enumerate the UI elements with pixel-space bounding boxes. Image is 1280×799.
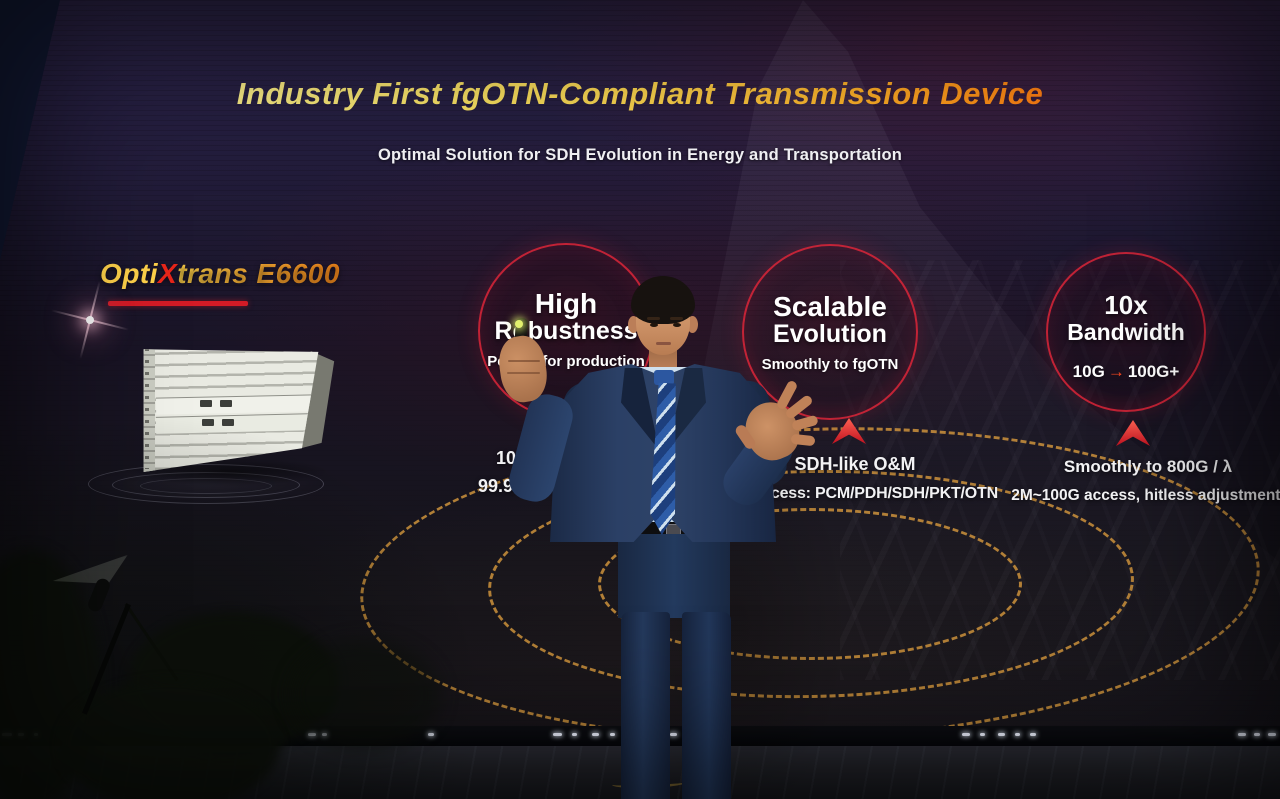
product-name-part2: X [158,258,178,289]
stage-light [592,733,599,736]
stage-light [572,733,577,736]
presenter-eyebrow [670,317,683,320]
hand-crease [508,360,540,362]
presenter-leg [621,612,670,799]
chassis-flange [143,349,155,473]
presenter-leg [682,612,731,799]
pillar-circle-bandwidth: 10x Bandwidth 10G → 100G+ [1046,252,1206,412]
pillar2-title-line1: Scalable [773,291,887,322]
pillar3-title-line1: 10x [1104,290,1148,320]
right-arrow-icon: → [1107,361,1125,381]
pillar2-point: SDH-like O&M [794,454,916,474]
pillar2-tagline: Smoothly to fgOTN [761,355,899,373]
pillar3-tagline-prefix: 10G [1072,361,1105,381]
presenter-trousers [618,534,730,618]
chassis-card [155,394,317,415]
flare-core [86,316,94,324]
stage-light [553,733,562,736]
presenter-neck [649,349,677,371]
presenter-eye [650,323,658,327]
pillar-circle-evolution: Scalable Evolution Smoothly to fgOTN [742,244,918,420]
stage-light [980,733,985,736]
screen-scanlines-top [0,0,1280,320]
stage-light [1238,733,1246,736]
pillar2-point: Multi-access: PCM/PDH/SDH/PKT/OTN [712,485,998,502]
product-underline [108,301,248,306]
pillar3-point: 2M~100G access, hitless adjustment. [1011,487,1280,504]
foreground-plant-silhouette [290,640,440,750]
stage-light [1268,733,1276,736]
foreground-plant-silhouette [60,680,280,799]
chassis-port [220,400,232,407]
slide-subtitle: Optimal Solution for SDH Evolution in En… [377,146,903,164]
pillar2-points: SDH-like O&M Multi-access: PCM/PDH/SDH/P… [700,450,1010,508]
dashed-orbit-inner [598,508,1022,660]
presenter-ear [687,316,698,333]
pillar3-tagline: 10G → 100G+ [1073,362,1180,382]
tie-knot [654,370,674,385]
chassis-screws [145,349,149,470]
stage-light [998,733,1005,736]
pillar3-tagline-suffix: 100G+ [1127,361,1180,381]
presenter-ear [628,316,639,333]
product-name: OptiXtrans E6600 [60,258,380,290]
presenter-eyebrow [647,317,660,320]
product-name-part3: trans E6600 [177,258,340,289]
product-name-part1: Opti [100,258,159,289]
stage-light [962,733,970,736]
hand-crease [507,372,540,374]
stage-light [610,733,615,736]
stage-light [1030,733,1036,736]
presenter-mouth [656,342,671,345]
presenter-hair [631,276,695,324]
stage-light [670,733,677,736]
clicker-light [515,320,523,328]
pillar3-points: Smoothly to 800G / λ 2M~100G access, hit… [992,452,1280,510]
stage-light [1254,733,1260,736]
presenter [470,276,850,799]
slide-title: Industry First fgOTN-Compliant Transmiss… [0,76,1280,112]
stage-light [1015,733,1020,736]
pillar1-title-line1: High [534,288,598,319]
pillar3-point: Smoothly to 800G / λ [1063,457,1233,476]
chassis-port [200,400,212,407]
lens-flare-icon [50,280,130,360]
pillar2-title-line2: Evolution [773,320,887,349]
presenter-eye [673,323,681,327]
pillar3-title-line2: Bandwidth [1067,319,1185,346]
